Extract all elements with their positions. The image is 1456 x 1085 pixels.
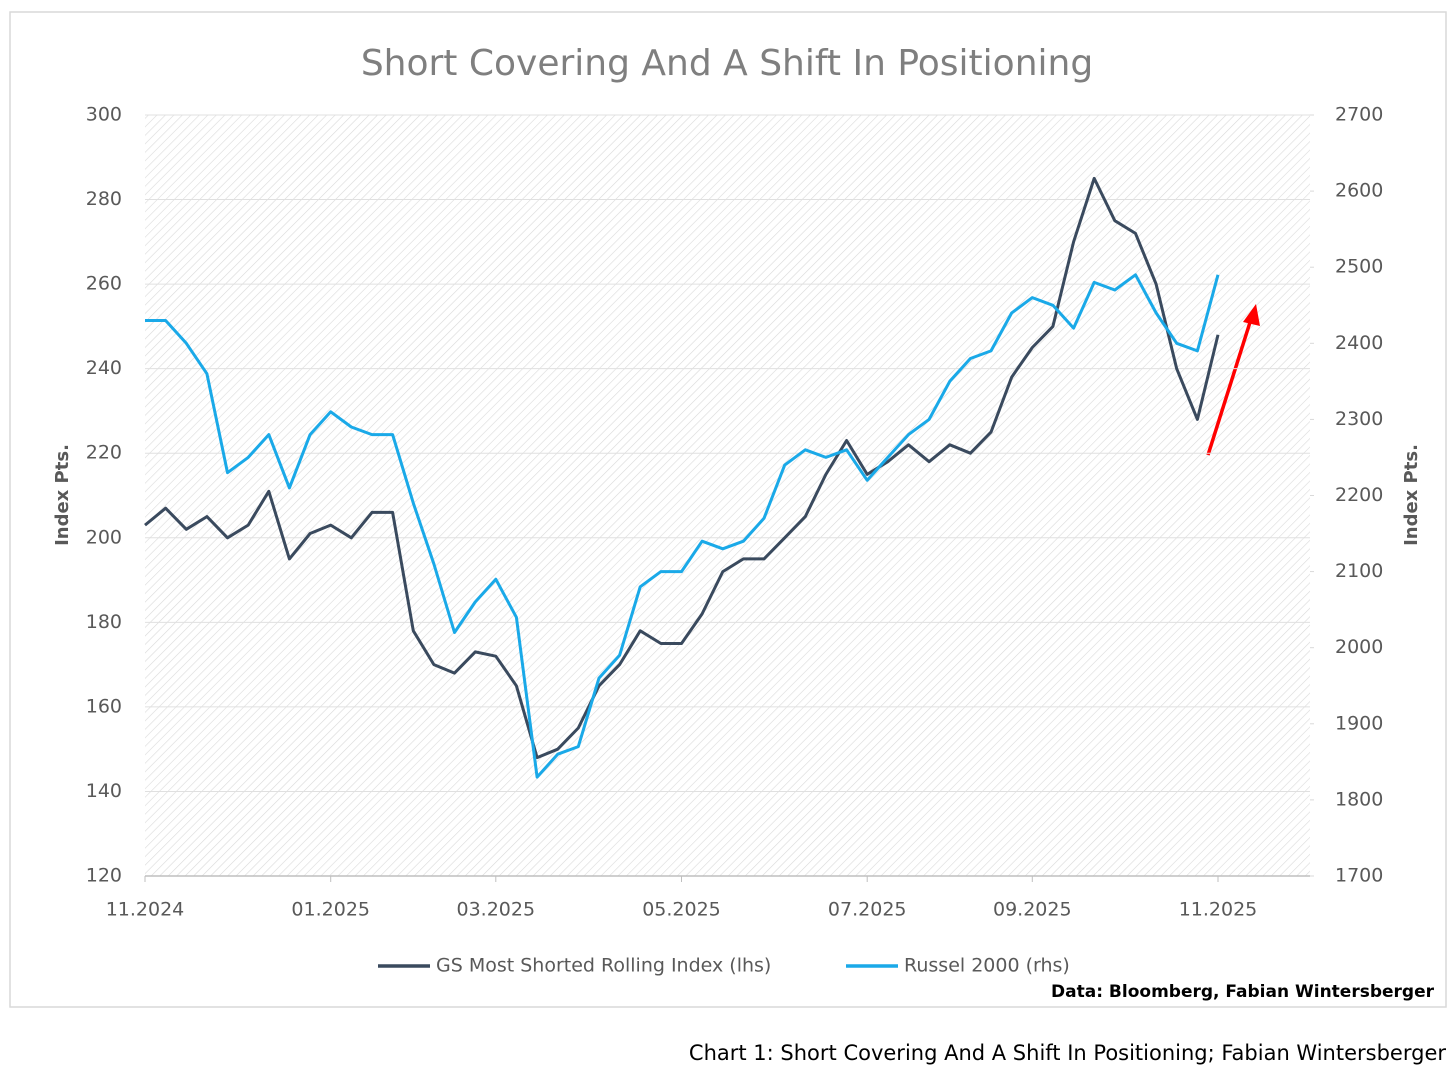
y-tick-label: 260 [86,273,122,295]
y-tick-label: 220 [86,442,122,464]
y-tick-label: 140 [86,780,122,802]
y-axis-label: Index Pts. [52,444,73,546]
y2-tick-label: 2000 [1335,636,1383,658]
plot-area [145,115,1310,876]
legend-label: GS Most Shorted Rolling Index (lhs) [436,955,771,977]
y2-tick-label: 2700 [1335,104,1383,126]
caption: Chart 1: Short Covering And A Shift In P… [689,1041,1446,1065]
y2-axis-label: Index Pts. [1401,444,1422,546]
x-tick-label: 11.2024 [106,899,185,921]
y2-tick-label: 2100 [1335,560,1383,582]
y-tick-label: 200 [86,526,122,548]
y2-tick-label: 1900 [1335,712,1383,734]
source-note: Data: Bloomberg, Fabian Wintersberger [1051,982,1435,1002]
y2-tick-label: 2300 [1335,408,1383,430]
y2-tick-label: 2600 [1335,180,1383,202]
series-line [145,273,1220,779]
y2-tick-label: 1700 [1335,865,1383,887]
y-tick-label: 180 [86,611,122,633]
y2-tick-label: 2200 [1335,484,1383,506]
y-tick-label: 280 [86,188,122,210]
y2-tick-label: 1800 [1335,788,1383,810]
y2-tick-label: 2500 [1335,256,1383,278]
x-tick-label: 09.2025 [993,899,1072,921]
x-tick-label: 11.2025 [1179,899,1258,921]
y-tick-label: 160 [86,695,122,717]
x-tick-label: 01.2025 [291,899,370,921]
x-tick-label: 07.2025 [828,899,907,921]
y2-tick-label: 2400 [1335,332,1383,354]
series-line [144,176,1220,760]
trend-arrow-head [1243,304,1260,326]
y-tick-label: 240 [86,357,122,379]
y-tick-label: 300 [86,104,122,126]
chart-title: Short Covering And A Shift In Positionin… [361,43,1093,84]
trend-arrow [1206,315,1254,456]
x-tick-label: 03.2025 [456,899,535,921]
y-tick-label: 120 [86,865,122,887]
legend-label: Russel 2000 (rhs) [904,955,1070,977]
x-tick-label: 05.2025 [642,899,721,921]
